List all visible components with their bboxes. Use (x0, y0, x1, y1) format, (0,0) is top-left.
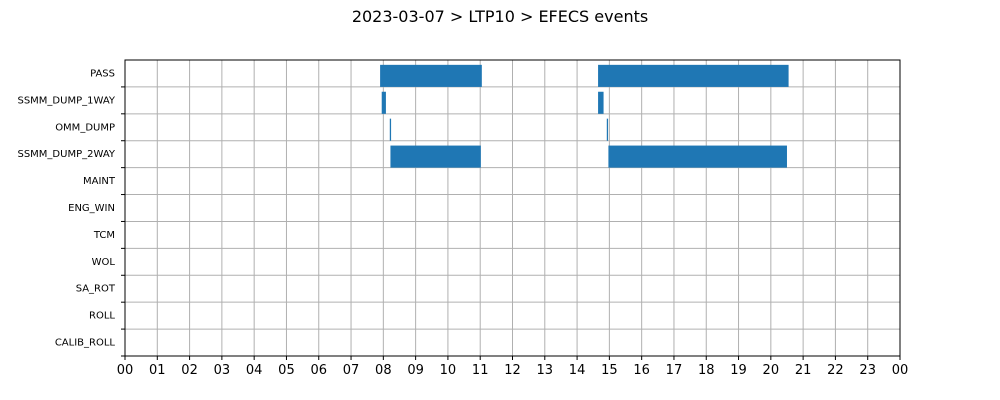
x-tick-label: 17 (666, 363, 683, 378)
y-tick-label: PASS (90, 68, 115, 79)
event-bar (606, 118, 609, 141)
event-bar (380, 64, 482, 87)
y-tick-label: ENG_WIN (68, 203, 115, 214)
x-tick-label: 03 (214, 363, 231, 378)
y-tick-label: WOL (92, 257, 116, 268)
y-tick-label: MAINT (83, 176, 116, 187)
x-tick-label: 18 (698, 363, 715, 378)
x-tick-label: 05 (278, 363, 295, 378)
y-tick-label: OMM_DUMP (55, 122, 115, 133)
y-tick-label: SSMM_DUMP_1WAY (17, 95, 115, 106)
x-tick-label: 23 (859, 363, 876, 378)
event-bar (608, 145, 787, 168)
x-tick-label: 15 (601, 363, 618, 378)
event-bar (598, 64, 789, 87)
event-bar (598, 91, 604, 114)
x-tick-label: 01 (149, 363, 166, 378)
x-tick-label: 16 (633, 363, 650, 378)
x-tick-label: 14 (569, 363, 586, 378)
y-axis-ticks: PASS SSMM_DUMP_1WAY OMM_DUMP SSMM_DUMP_2WAY… (17, 68, 125, 357)
x-tick-label: 12 (504, 363, 521, 378)
y-tick-label: ROLL (89, 311, 115, 322)
y-tick-label: TCM (93, 230, 115, 241)
y-tick-label: SSMM_DUMP_2WAY (17, 149, 115, 160)
y-tick-label: CALIB_ROLL (55, 338, 116, 349)
x-tick-label: 07 (343, 363, 360, 378)
x-axis-ticks: 00 01 02 03 04 05 06 07 08 09 10 11 12 13 14 15 16 17 18 19… (117, 356, 909, 378)
x-tick-label: 22 (827, 363, 844, 378)
x-tick-label: 08 (375, 363, 392, 378)
x-tick-label: 04 (246, 363, 263, 378)
x-tick-label: 10 (440, 363, 457, 378)
x-tick-label: 00 (892, 363, 909, 378)
x-tick-label: 02 (181, 363, 198, 378)
event-bars (380, 64, 789, 168)
x-tick-label: 20 (763, 363, 780, 378)
event-bar (381, 91, 386, 114)
x-tick-label: 11 (472, 363, 489, 378)
x-tick-label: 00 (117, 363, 134, 378)
x-tick-label: 13 (537, 363, 554, 378)
event-bar (390, 145, 481, 168)
chart-title: 2023-03-07 > LTP10 > EFECS events (352, 7, 648, 26)
x-tick-label: 21 (795, 363, 812, 378)
x-tick-label: 06 (310, 363, 327, 378)
grid-lines (124, 60, 901, 356)
y-tick-label: SA_ROT (76, 284, 116, 295)
event-bar (389, 118, 392, 141)
x-tick-label: 19 (730, 363, 747, 378)
x-tick-label: 09 (407, 363, 424, 378)
